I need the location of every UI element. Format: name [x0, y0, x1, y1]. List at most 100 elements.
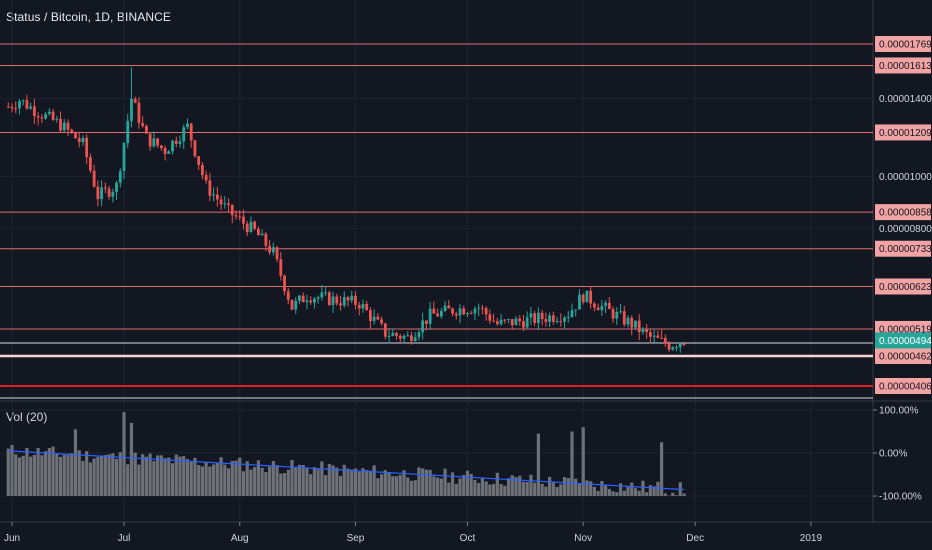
volume-bar-103 — [391, 476, 395, 496]
candle-body-118 — [447, 305, 451, 309]
volume-bar-112 — [424, 469, 428, 496]
candle-body-108 — [410, 335, 413, 341]
volume-bar-106 — [402, 470, 406, 496]
candle-body-91 — [346, 297, 350, 301]
volume-bar-125 — [473, 480, 477, 496]
volume-bar-14 — [58, 456, 63, 496]
candle-body-169 — [637, 320, 641, 333]
candle-body-134 — [507, 319, 510, 321]
vol-tick-label-2: -100.00% — [879, 492, 922, 503]
candle-body-158 — [596, 307, 600, 311]
volume-bar-82 — [312, 467, 316, 496]
candle-body-109 — [413, 337, 417, 341]
volume-bar-139 — [525, 482, 529, 496]
candle-body-101 — [383, 323, 387, 337]
candle-body-90 — [342, 297, 346, 306]
candle-body-110 — [417, 332, 421, 338]
candle-body-165 — [622, 311, 626, 325]
volume-bar-117 — [443, 468, 447, 496]
volume-bar-97 — [368, 470, 372, 496]
candle-body-73 — [279, 259, 283, 276]
candle-body-66 — [253, 221, 257, 229]
candle-body-65 — [249, 221, 253, 233]
volume-bar-137 — [518, 475, 522, 496]
level-tag-1 — [875, 57, 931, 74]
candle-body-85 — [324, 292, 327, 294]
candle-body-64 — [245, 223, 249, 233]
candle-body-33 — [130, 98, 133, 121]
candle-body-175 — [660, 337, 663, 339]
candle-body-155 — [585, 290, 589, 303]
volume-bar-114 — [432, 476, 436, 496]
volume-bar-4 — [21, 455, 25, 496]
volume-bar-57 — [219, 457, 223, 496]
candle-body-58 — [223, 203, 227, 205]
volume-bar-110 — [417, 467, 421, 496]
candle-body-61 — [234, 215, 238, 217]
volume-bar-108 — [409, 480, 414, 496]
level-label-8: 0.00000406 — [879, 382, 932, 393]
volume-bar-128 — [484, 481, 488, 496]
volume-bar-143 — [540, 483, 544, 496]
volume-bar-45 — [174, 454, 178, 496]
candle-body-160 — [604, 302, 607, 306]
candle-body-77 — [294, 300, 298, 310]
candle-body-11 — [47, 111, 51, 114]
volume-bar-56 — [215, 462, 219, 496]
volume-bar-20 — [81, 460, 85, 496]
volume-bar-173 — [652, 486, 656, 496]
level-label-2: 0.00001209 — [879, 128, 932, 139]
volume-bar-83 — [316, 469, 320, 496]
candle-body-174 — [656, 335, 660, 338]
candle-body-124 — [469, 313, 473, 315]
volume-bar-130 — [492, 483, 496, 496]
volume-bar-118 — [447, 482, 451, 496]
volume-bar-144 — [544, 486, 548, 496]
candle-body-172 — [649, 332, 652, 337]
level-tag-2 — [875, 124, 931, 141]
volume-bar-18 — [73, 429, 78, 496]
candle-body-38 — [148, 133, 152, 147]
candle-body-19 — [77, 138, 81, 143]
volume-bar-40 — [156, 455, 160, 496]
volume-bar-172 — [648, 485, 652, 496]
volume-bar-129 — [488, 484, 492, 496]
volume-bar-123 — [465, 470, 470, 496]
volume-bar-12 — [51, 446, 55, 496]
volume-bar-94 — [357, 471, 361, 496]
volume-bar-53 — [204, 462, 208, 496]
volume-bar-33 — [129, 422, 134, 496]
candle-body-4 — [21, 100, 25, 102]
volume-bar-159 — [600, 481, 604, 496]
candle-body-143 — [540, 312, 544, 320]
volume-bar-81 — [309, 474, 313, 496]
candle-body-151 — [570, 310, 574, 318]
volume-bar-120 — [454, 483, 458, 496]
volume-bar-34 — [133, 452, 137, 496]
volume-bar-24 — [96, 456, 100, 496]
volume-bar-148 — [559, 484, 563, 496]
volume-bar-43 — [167, 457, 171, 496]
volume-bar-51 — [197, 465, 201, 496]
price-tick-label-2: 0.00000800 — [879, 224, 932, 235]
candle-body-147 — [555, 321, 559, 323]
volume-bar-2 — [14, 454, 18, 496]
candle-body-111 — [421, 320, 425, 333]
volume-bar-29 — [114, 458, 119, 496]
volume-bar-76 — [290, 460, 294, 496]
candle-body-97 — [369, 310, 372, 321]
candle-body-159 — [600, 305, 604, 311]
volume-bar-157 — [592, 486, 596, 496]
volume-bar-30 — [118, 452, 122, 496]
volume-bar-54 — [208, 466, 212, 496]
volume-bar-22 — [88, 462, 92, 496]
volume-bar-163 — [615, 492, 619, 496]
candle-body-40 — [156, 138, 159, 146]
volume-bar-77 — [294, 467, 298, 496]
candle-body-53 — [204, 174, 208, 181]
candle-body-45 — [174, 140, 178, 144]
candle-body-10 — [44, 113, 47, 119]
level-tag-0 — [875, 36, 931, 52]
volume-bar-145 — [548, 476, 552, 496]
